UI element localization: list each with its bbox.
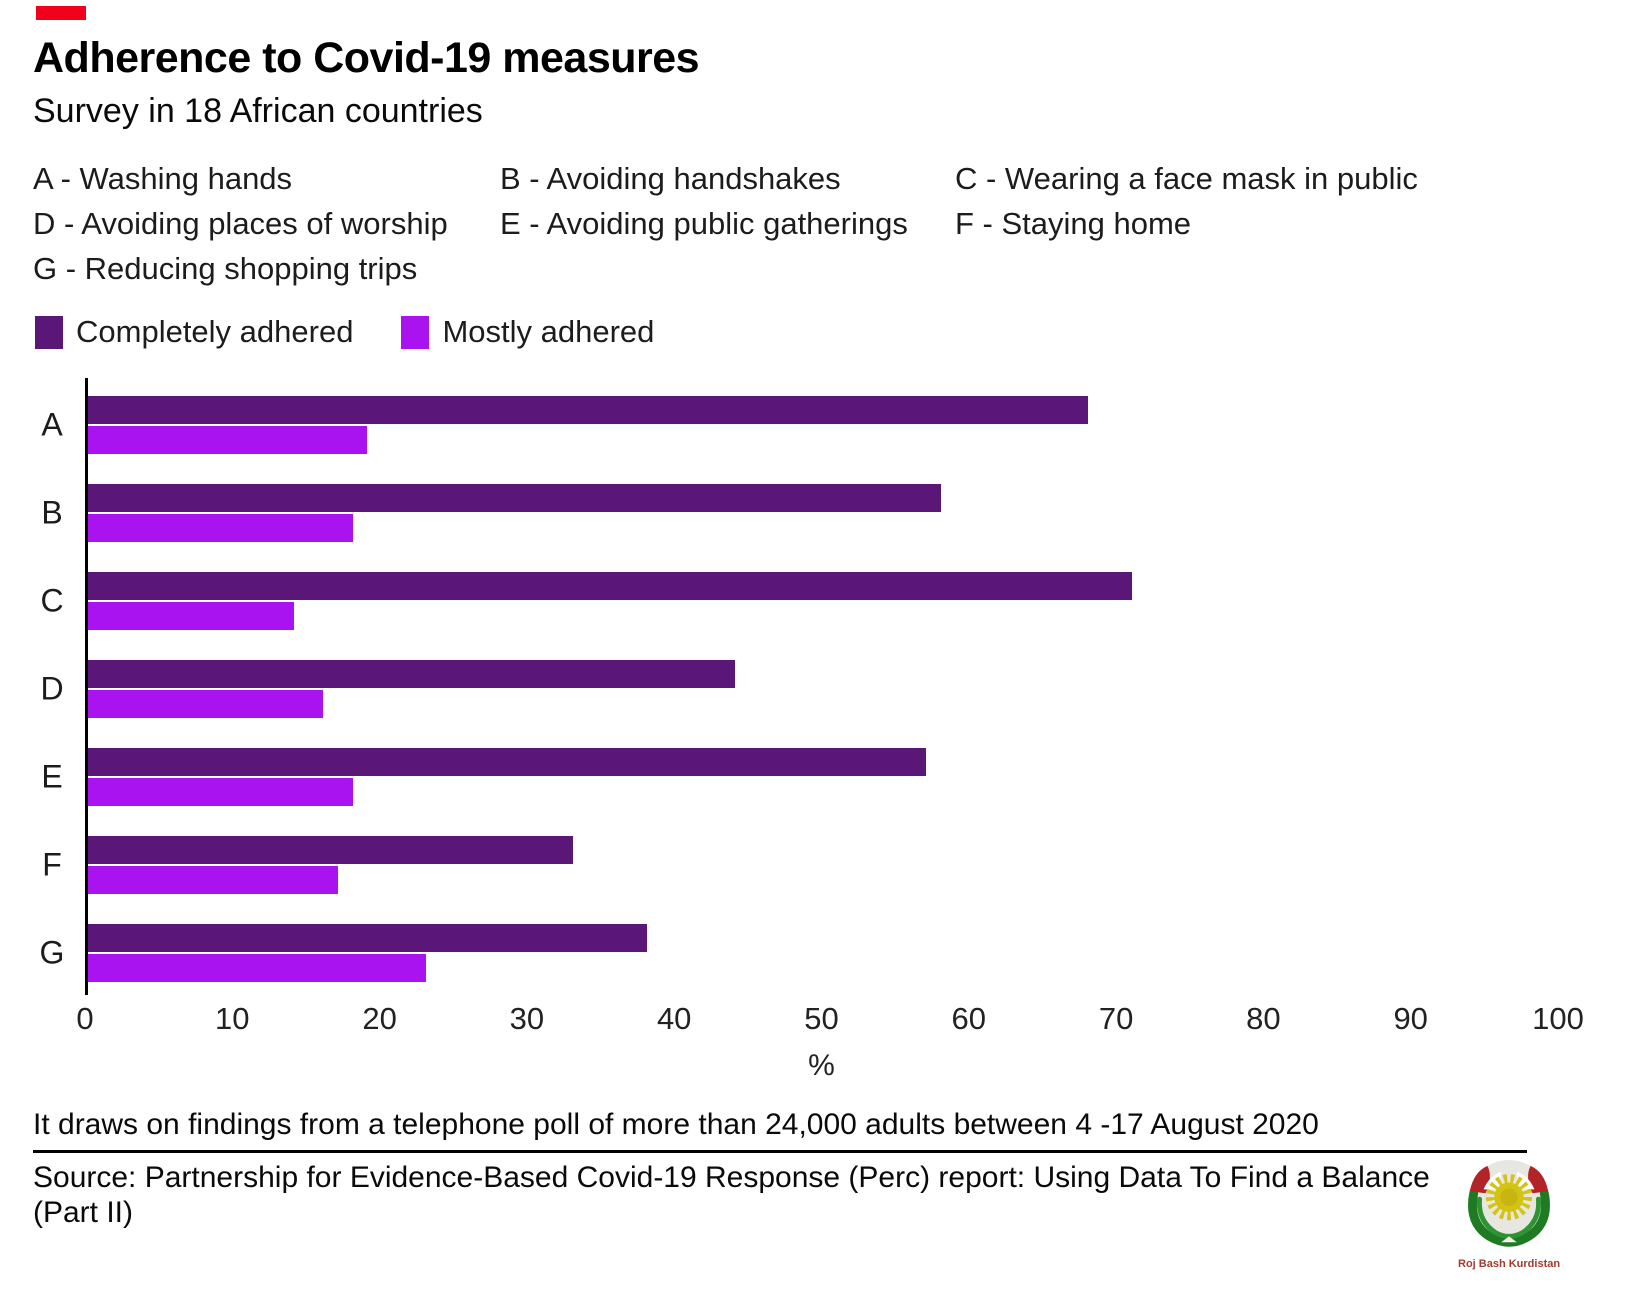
bar-completely-a <box>88 396 1088 424</box>
category-label-b: B <box>41 494 63 531</box>
red-corner-mark <box>36 6 86 20</box>
x-axis: 0 10 20 30 40 50 60 70 80 90 100 <box>76 1001 1583 1039</box>
watermark-text: Roj Bash Kurdistan <box>1458 1258 1561 1270</box>
page-title: Adherence to Covid-19 measures <box>33 34 700 82</box>
category-label-c: C <box>40 582 64 619</box>
x-tick-80: 80 <box>1246 1001 1281 1036</box>
legend-swatch-mostly-icon <box>401 315 430 349</box>
bars <box>88 748 1558 806</box>
bars <box>88 660 1558 718</box>
bar-group-c: C <box>40 572 1558 630</box>
bar-mostly-c <box>88 602 294 630</box>
bar-mostly-b <box>88 514 353 542</box>
legend-label-mostly: Mostly adhered <box>442 314 655 349</box>
source-credit: Source: Partnership for Evidence-Based C… <box>33 1161 1430 1229</box>
bar-mostly-a <box>88 426 368 454</box>
legend-item-mostly: Mostly adhered <box>401 314 654 350</box>
bar-group-d: D <box>40 660 1558 718</box>
bars <box>88 396 1558 454</box>
page-subtitle: Survey in 18 African countries <box>33 92 483 130</box>
key-item-e: E - Avoiding public gatherings <box>500 206 908 241</box>
x-tick-20: 20 <box>362 1001 397 1036</box>
key-item-a: A - Washing hands <box>33 161 293 196</box>
legend-item-completely: Completely adhered <box>35 314 353 350</box>
bar-completely-c <box>88 572 1132 600</box>
bars <box>88 924 1558 982</box>
bars <box>88 836 1558 894</box>
bar-completely-e <box>88 748 926 776</box>
x-tick-100: 100 <box>1532 1001 1584 1036</box>
bar-mostly-d <box>88 690 324 718</box>
kurdistan-emblem-icon <box>1467 1159 1551 1247</box>
x-tick-50: 50 <box>804 1001 839 1036</box>
key-item-d: D - Avoiding places of worship <box>33 206 448 241</box>
bar-group-e: E <box>41 748 1558 806</box>
watermark-logo: Roj Bash Kurdistan <box>1458 1156 1560 1270</box>
footnote: It draws on findings from a telephone po… <box>33 1108 1319 1141</box>
bar-completely-b <box>88 484 941 512</box>
bar-group-b: B <box>41 484 1558 542</box>
category-label-g: G <box>39 934 65 971</box>
bar-completely-g <box>88 924 647 952</box>
bar-mostly-g <box>88 954 427 982</box>
measure-key: A - Washing hands B - Avoiding handshake… <box>33 162 1593 286</box>
category-label-d: D <box>40 670 64 707</box>
plot-area: A B C D E F G <box>40 378 1558 995</box>
bar-completely-f <box>88 836 574 864</box>
chart-legend: Completely adhered Mostly adhered <box>35 314 654 350</box>
key-item-b: B - Avoiding handshakes <box>500 161 841 196</box>
bar-group-f: F <box>42 836 1558 894</box>
bar-group-g: G <box>40 924 1558 982</box>
bar-mostly-f <box>88 866 338 894</box>
bar-group-a: A <box>41 396 1558 454</box>
bar-completely-d <box>88 660 735 688</box>
category-label-f: F <box>42 846 62 883</box>
x-tick-60: 60 <box>951 1001 987 1036</box>
category-label-e: E <box>41 758 63 795</box>
legend-label-completely: Completely adhered <box>76 314 354 349</box>
legend-swatch-completely-icon <box>35 315 63 349</box>
key-item-f: F - Staying home <box>955 206 1192 241</box>
bars <box>88 572 1558 630</box>
bars <box>88 484 1558 542</box>
bar-mostly-e <box>88 778 353 806</box>
x-tick-30: 30 <box>509 1001 545 1036</box>
key-item-g: G - Reducing shopping trips <box>33 251 418 286</box>
x-axis-label: % <box>808 1049 835 1082</box>
x-tick-40: 40 <box>656 1001 692 1036</box>
key-item-c: C - Wearing a face mask in public <box>955 161 1418 196</box>
x-tick-70: 70 <box>1098 1001 1134 1036</box>
bar-chart: A B C D E F G 0 10 20 30 40 50 60 70 80 90 100 % <box>0 378 1632 1083</box>
x-tick-90: 90 <box>1393 1001 1428 1036</box>
divider-line <box>33 1150 1527 1153</box>
x-tick-0: 0 <box>76 1001 94 1036</box>
category-label-a: A <box>41 406 63 443</box>
x-tick-10: 10 <box>215 1001 250 1036</box>
